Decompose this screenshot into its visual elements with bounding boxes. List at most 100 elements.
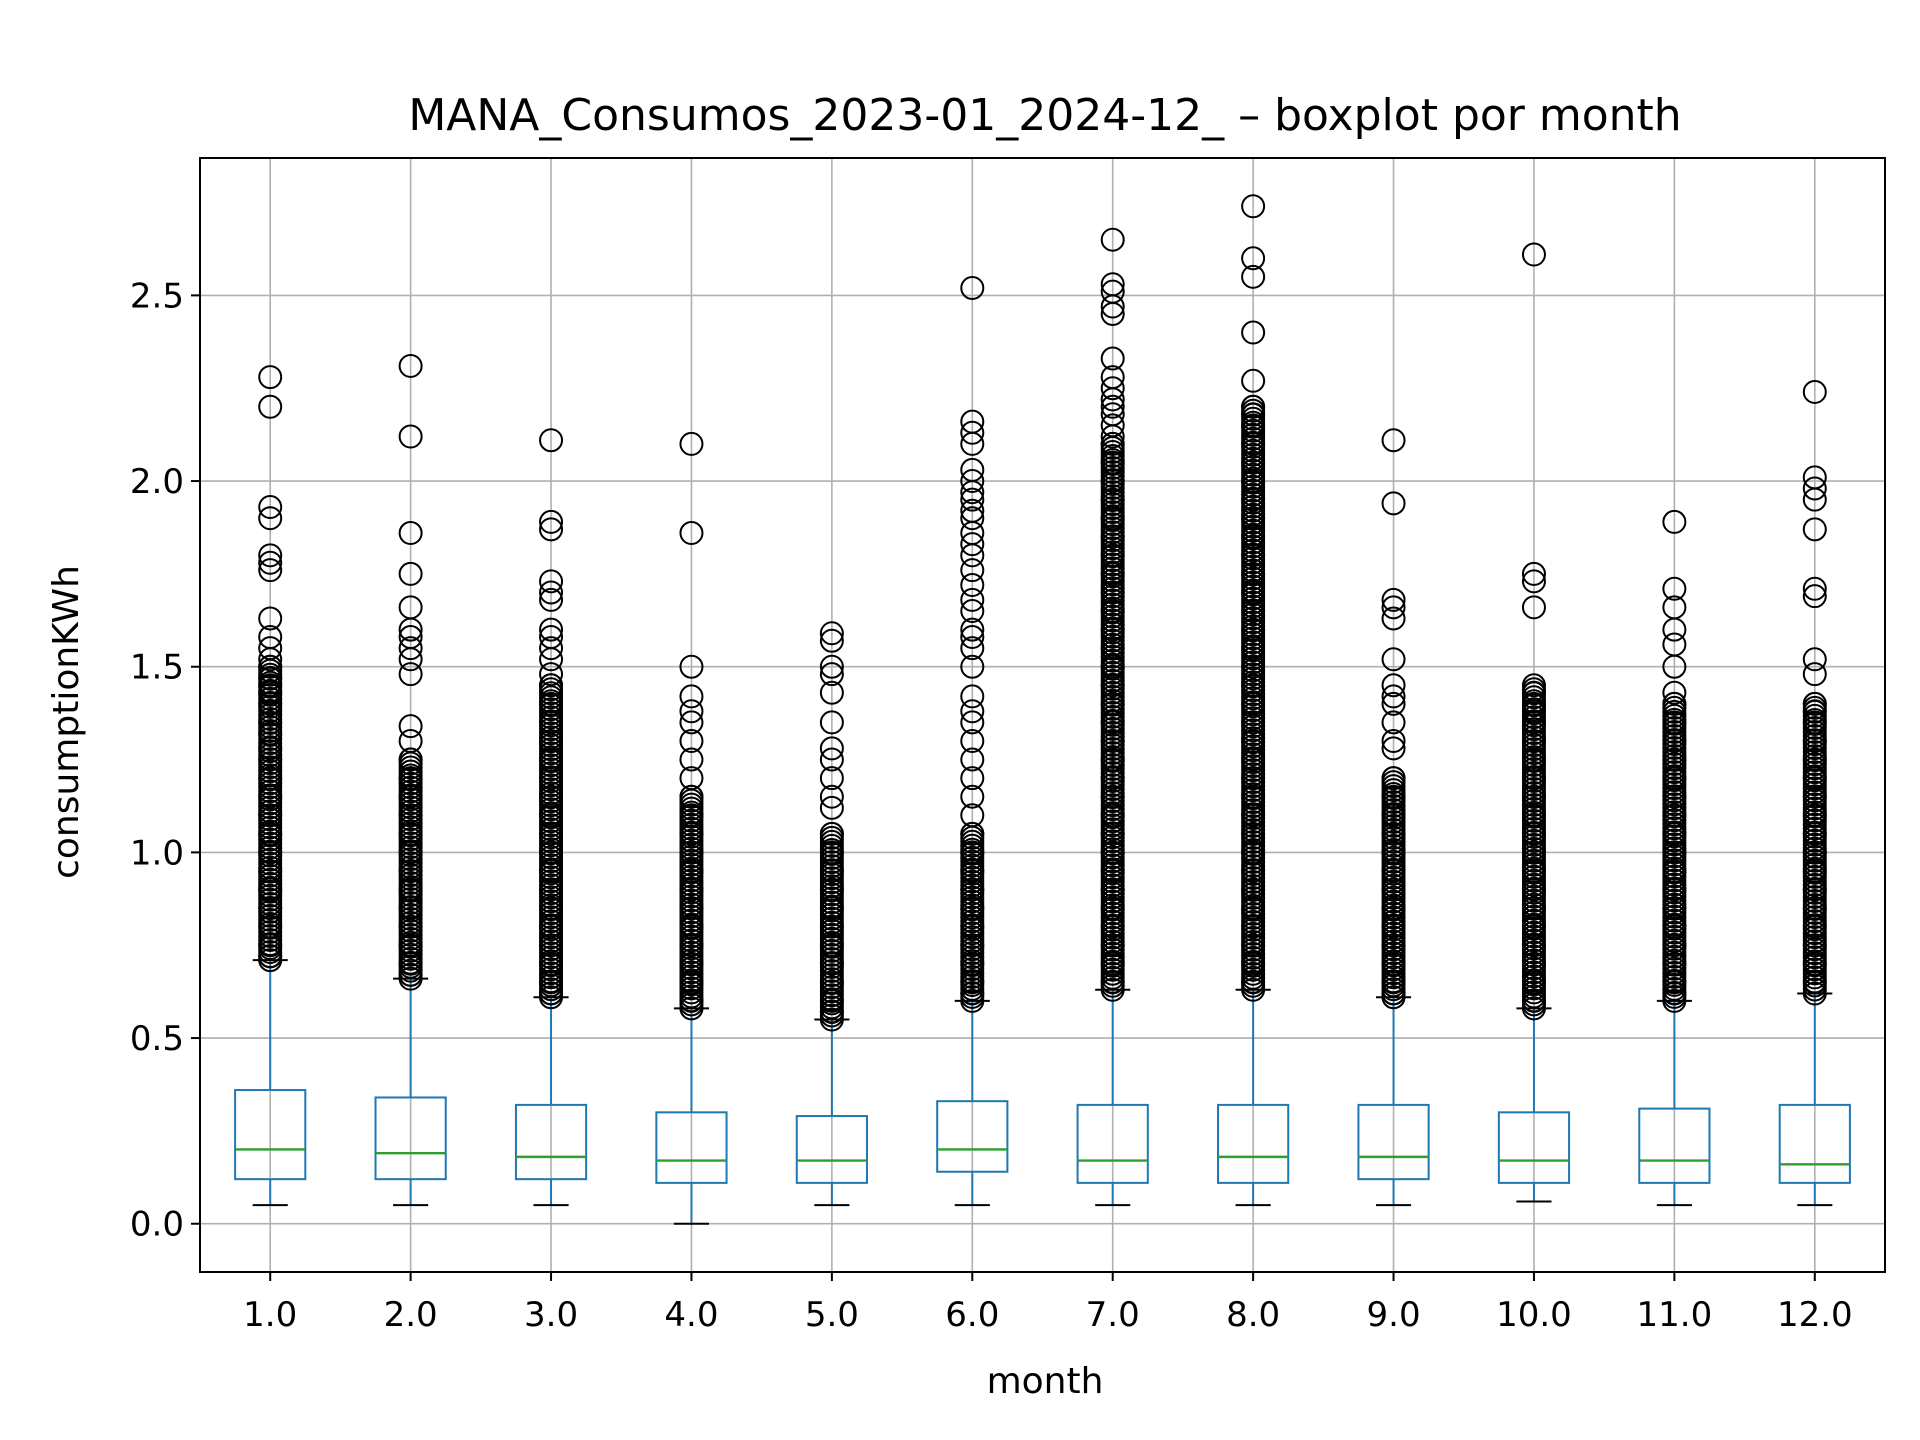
outlier-point bbox=[1241, 617, 1266, 642]
outlier-point bbox=[1521, 680, 1546, 705]
outlier-point bbox=[1802, 877, 1827, 902]
outlier-point bbox=[539, 662, 564, 687]
outlier-point bbox=[258, 691, 283, 716]
outlier-point bbox=[1662, 896, 1687, 921]
box-group-12.0 bbox=[1778, 992, 1851, 1207]
outlier-point bbox=[539, 766, 564, 791]
outlier-point bbox=[398, 821, 423, 846]
outlier-point bbox=[1381, 710, 1406, 735]
fliers-1.0 bbox=[258, 365, 283, 973]
outlier-point bbox=[679, 431, 704, 456]
outlier-point bbox=[258, 944, 283, 969]
outlier-point bbox=[1241, 506, 1266, 531]
outlier-point bbox=[258, 803, 283, 828]
y-axis-label: consumptionKWh bbox=[46, 565, 87, 879]
outlier-point bbox=[1521, 561, 1546, 586]
outlier-point bbox=[679, 858, 704, 883]
box-iqr bbox=[374, 1096, 447, 1181]
outlier-point bbox=[819, 747, 844, 772]
outlier-point bbox=[539, 580, 564, 605]
outlier-point bbox=[258, 495, 283, 520]
outlier-point bbox=[819, 654, 844, 679]
outlier-point bbox=[1662, 877, 1687, 902]
outlier-point bbox=[1241, 896, 1266, 921]
outlier-point bbox=[398, 877, 423, 902]
outlier-point bbox=[1100, 803, 1125, 828]
outlier-point bbox=[398, 662, 423, 687]
outlier-point bbox=[398, 858, 423, 883]
outlier-point bbox=[398, 803, 423, 828]
outlier-point bbox=[1521, 803, 1546, 828]
x-tick-label: 10.0 bbox=[1496, 1295, 1572, 1335]
outlier-point bbox=[1241, 877, 1266, 902]
outlier-point bbox=[539, 821, 564, 846]
outlier-point bbox=[1100, 387, 1125, 412]
outlier-point bbox=[1100, 301, 1125, 326]
outlier-point bbox=[539, 509, 564, 534]
outlier-point bbox=[1100, 450, 1125, 475]
outlier-point bbox=[819, 877, 844, 902]
outlier-point bbox=[1100, 424, 1125, 449]
outlier-point bbox=[1802, 487, 1827, 512]
outlier-point bbox=[960, 587, 985, 612]
outlier-point bbox=[1662, 933, 1687, 958]
x-axis-label: month bbox=[987, 1361, 1104, 1402]
outlier-point bbox=[1381, 896, 1406, 921]
outlier-point bbox=[960, 420, 985, 445]
outlier-point bbox=[258, 766, 283, 791]
outlier-point bbox=[1100, 617, 1125, 642]
outlier-point bbox=[258, 736, 283, 761]
outlier-point bbox=[1662, 970, 1687, 995]
outlier-point bbox=[1802, 840, 1827, 865]
fliers-12.0 bbox=[1802, 379, 1827, 1006]
y-tick-label: 2.5 bbox=[130, 276, 184, 316]
outlier-point bbox=[1521, 988, 1546, 1013]
outlier-point bbox=[960, 784, 985, 809]
x-tick-label: 11.0 bbox=[1637, 1295, 1713, 1335]
box-group-4.0 bbox=[655, 1007, 728, 1225]
outlier-point bbox=[1100, 227, 1125, 252]
outlier-point bbox=[1521, 821, 1546, 846]
outlier-point bbox=[1802, 584, 1827, 609]
outlier-point bbox=[1381, 736, 1406, 761]
outlier-point bbox=[258, 543, 283, 568]
outlier-point bbox=[1381, 766, 1406, 791]
x-tick-label: 8.0 bbox=[1226, 1295, 1280, 1335]
outlier-point bbox=[539, 933, 564, 958]
outlier-point bbox=[539, 896, 564, 921]
outlier-point bbox=[679, 766, 704, 791]
outlier-point bbox=[1241, 368, 1266, 393]
outlier-point bbox=[1381, 914, 1406, 939]
outlier-point bbox=[1662, 914, 1687, 939]
boxes-layer bbox=[234, 959, 1851, 1225]
outlier-point bbox=[1521, 877, 1546, 902]
outlier-point bbox=[1381, 970, 1406, 995]
outlier-point bbox=[1802, 691, 1827, 716]
outlier-point bbox=[1662, 691, 1687, 716]
outlier-point bbox=[1802, 896, 1827, 921]
outlier-point bbox=[1241, 803, 1266, 828]
outlier-point bbox=[1802, 803, 1827, 828]
outlier-point bbox=[960, 877, 985, 902]
outlier-point bbox=[1241, 543, 1266, 568]
outlier-point bbox=[1241, 580, 1266, 605]
outlier-point bbox=[1802, 951, 1827, 976]
box-iqr bbox=[1497, 1111, 1571, 1184]
outlier-point bbox=[258, 877, 283, 902]
outlier-point bbox=[1521, 914, 1546, 939]
outlier-point bbox=[258, 784, 283, 809]
fliers-2.0 bbox=[398, 353, 423, 991]
outlier-point bbox=[1802, 517, 1827, 542]
outlier-point bbox=[1241, 933, 1266, 958]
outlier-point bbox=[1241, 821, 1266, 846]
outlier-point bbox=[1662, 680, 1687, 705]
outlier-point bbox=[398, 784, 423, 809]
outlier-point bbox=[960, 275, 985, 300]
outlier-point bbox=[258, 365, 283, 390]
fliers-3.0 bbox=[539, 428, 564, 1010]
outlier-point bbox=[679, 933, 704, 958]
outlier-point bbox=[258, 558, 283, 583]
outlier-point bbox=[1241, 784, 1266, 809]
outlier-point bbox=[679, 877, 704, 902]
outlier-point bbox=[1662, 766, 1687, 791]
